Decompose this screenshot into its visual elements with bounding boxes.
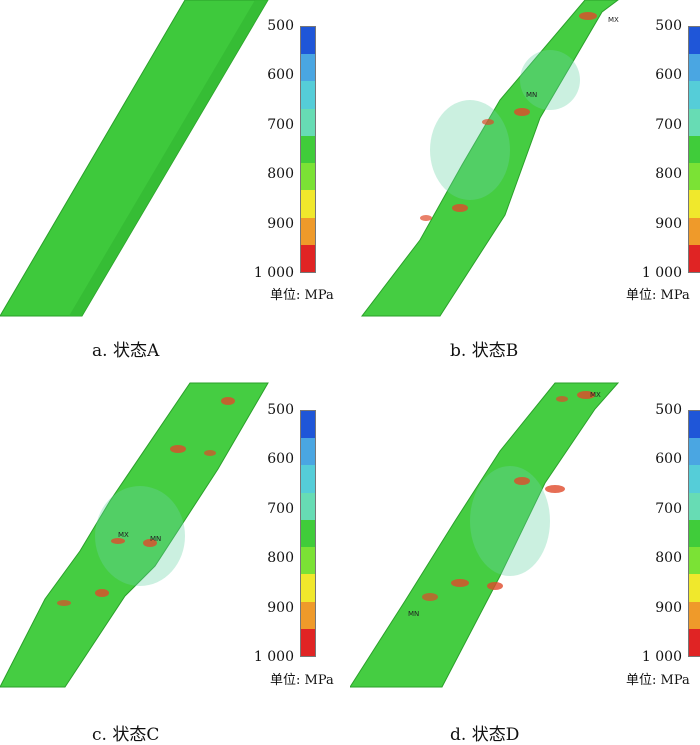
scale-segment bbox=[301, 628, 315, 656]
scale-tick-label: 500 bbox=[655, 402, 682, 418]
unit-label: 单位: MPa bbox=[270, 288, 334, 303]
panel-a: 500 600 700 800 900 1 000 单位: MPa a. 状态A bbox=[0, 0, 350, 370]
scale-tick-label: 1 000 bbox=[253, 265, 294, 281]
scale-segment bbox=[689, 628, 700, 656]
scale-segment bbox=[301, 244, 315, 272]
scale-tick-label: 900 bbox=[655, 215, 682, 232]
scale-segment bbox=[301, 601, 315, 629]
scale-segment bbox=[301, 190, 315, 218]
marker-mx: MX bbox=[118, 531, 129, 539]
stress-contour-plot: MX MN bbox=[0, 382, 269, 688]
stress-hotspots bbox=[57, 397, 235, 606]
panel-c: MX MN 500 600 700 800 900 1 000 单位: MPa c. 状态… bbox=[0, 371, 350, 745]
scale-segment bbox=[689, 492, 700, 520]
scale-tick-label: 1 000 bbox=[641, 265, 682, 281]
pipe-highlight bbox=[69, 0, 268, 316]
scale-segment bbox=[689, 438, 700, 466]
color-scale-bar bbox=[688, 410, 700, 657]
scale-segment bbox=[301, 163, 315, 191]
color-scale-bar bbox=[300, 26, 316, 273]
panel-b: MX MN 500 600 700 800 900 1 000 单位: MPa b. 状态… bbox=[350, 0, 700, 370]
scale-segment bbox=[301, 492, 315, 520]
scale-tick-label: 500 bbox=[267, 18, 294, 34]
panel-caption: c. 状态C bbox=[92, 725, 160, 745]
scale-segment bbox=[301, 108, 315, 136]
scale-segment bbox=[689, 574, 700, 602]
scale-segment bbox=[301, 438, 315, 466]
scale-tick-label: 800 bbox=[267, 550, 294, 567]
marker-mx: MX bbox=[590, 391, 601, 399]
scale-segment bbox=[689, 163, 700, 191]
marker-mn: MN bbox=[408, 610, 419, 618]
unit-label: 单位: MPa bbox=[270, 673, 334, 688]
scale-segment bbox=[689, 27, 700, 55]
scale-segment bbox=[689, 190, 700, 218]
scale-segment bbox=[301, 547, 315, 575]
stress-contour-plot bbox=[0, 0, 269, 317]
scale-segment bbox=[689, 81, 700, 109]
marker-mx: MX bbox=[608, 16, 619, 24]
scale-tick-label: 900 bbox=[655, 599, 682, 616]
scale-tick-label: 1 000 bbox=[253, 649, 294, 665]
pipe-band bbox=[360, 0, 619, 317]
scale-tick-label: 600 bbox=[267, 451, 294, 468]
marker-mn: MN bbox=[526, 91, 537, 99]
scale-tick-label: 900 bbox=[267, 215, 294, 232]
color-scale-bar bbox=[688, 26, 700, 273]
stress-hotspots bbox=[422, 391, 595, 601]
pipe-band bbox=[350, 382, 620, 688]
scale-segment bbox=[689, 108, 700, 136]
color-scale-bar bbox=[300, 410, 316, 657]
scale-segment bbox=[301, 81, 315, 109]
scale-segment bbox=[689, 601, 700, 629]
scale-tick-label: 700 bbox=[655, 500, 682, 517]
stress-contour-plot: MX MN bbox=[360, 0, 619, 317]
panel-caption: d. 状态D bbox=[450, 725, 520, 745]
scale-tick-label: 500 bbox=[267, 402, 294, 418]
scale-segment bbox=[301, 465, 315, 493]
scale-segment bbox=[301, 54, 315, 82]
scale-tick-label: 800 bbox=[655, 550, 682, 567]
scale-tick-label: 900 bbox=[267, 599, 294, 616]
scale-tick-label: 700 bbox=[267, 500, 294, 517]
scale-tick-label: 600 bbox=[267, 67, 294, 84]
scale-segment bbox=[689, 217, 700, 245]
unit-label: 单位: MPa bbox=[626, 288, 690, 303]
unit-label: 单位: MPa bbox=[626, 673, 690, 688]
scale-segment bbox=[689, 547, 700, 575]
panel-d: MX MN 500 600 700 800 900 1 000 单位: MPa d. 状态… bbox=[350, 371, 700, 745]
scale-tick-label: 700 bbox=[267, 116, 294, 133]
scale-segment bbox=[689, 54, 700, 82]
scale-segment bbox=[689, 244, 700, 272]
scale-segment bbox=[301, 135, 315, 164]
scale-tick-label: 700 bbox=[655, 116, 682, 133]
scale-segment bbox=[301, 411, 315, 439]
pipe-band bbox=[0, 382, 269, 688]
stress-contour-plot: MX MN bbox=[350, 382, 620, 688]
scale-tick-label: 800 bbox=[267, 166, 294, 183]
scale-segment bbox=[301, 574, 315, 602]
scale-tick-label: 1 000 bbox=[641, 649, 682, 665]
scale-tick-label: 600 bbox=[655, 451, 682, 468]
scale-tick-label: 800 bbox=[655, 166, 682, 183]
marker-mn: MN bbox=[150, 535, 161, 543]
scale-segment bbox=[689, 465, 700, 493]
panel-caption: b. 状态B bbox=[450, 341, 519, 361]
scale-segment bbox=[689, 519, 700, 548]
scale-segment bbox=[689, 135, 700, 164]
scale-segment bbox=[301, 519, 315, 548]
scale-segment bbox=[301, 27, 315, 55]
scale-segment bbox=[301, 217, 315, 245]
scale-tick-label: 600 bbox=[655, 67, 682, 84]
scale-segment bbox=[689, 411, 700, 439]
stress-hotspots bbox=[420, 12, 597, 221]
panel-caption: a. 状态A bbox=[92, 341, 160, 361]
scale-tick-label: 500 bbox=[655, 18, 682, 34]
